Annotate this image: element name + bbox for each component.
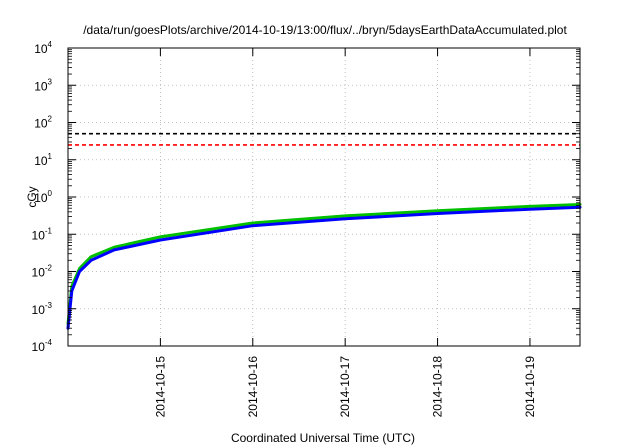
y-tick-exponent: 4 [48, 40, 53, 49]
y-tick-base: 10 [34, 79, 48, 93]
ticks [68, 47, 580, 347]
y-tick-label: 10-4 [32, 338, 53, 354]
y-tick-exponent: 0 [48, 189, 53, 198]
y-tick-base: 10 [34, 154, 48, 168]
x-tick-label: 2014-10-16 [246, 356, 260, 418]
y-tick-base: 10 [32, 228, 46, 242]
y-axis-label: cGy [25, 186, 39, 207]
y-tick-label: 102 [34, 115, 52, 131]
y-tick-label: 10-2 [32, 264, 53, 280]
y-tick-base: 10 [34, 42, 48, 56]
x-tick-labels: 2014-10-15 2014-10-16 2014-10-17 2014-10-18… [153, 356, 537, 418]
y-tick-exponent: -2 [45, 264, 53, 273]
y-tick-exponent: 2 [48, 115, 53, 124]
y-tick-base: 10 [32, 303, 46, 317]
y-tick-label: 100 [34, 189, 52, 205]
x-tick-label: 2014-10-17 [338, 356, 352, 418]
y-tick-exponent: 3 [48, 77, 53, 86]
y-tick-base: 10 [34, 191, 48, 205]
series-group [66, 203, 582, 330]
y-tick-base: 10 [34, 117, 48, 131]
x-axis-label: Coordinated Universal Time (UTC) [231, 431, 415, 445]
x-tick-label: 2014-10-15 [153, 356, 167, 418]
y-tick-exponent: 1 [48, 152, 53, 161]
x-tick-label: 2014-10-18 [431, 356, 445, 418]
series-line-1 [66, 203, 582, 326]
y-tick-base: 10 [32, 340, 46, 354]
x-tick-label: 2014-10-19 [523, 356, 537, 418]
y-tick-label: 10-1 [32, 226, 53, 242]
y-tick-exponent: -4 [45, 338, 53, 347]
grid [68, 48, 580, 346]
series-line-2 [66, 205, 582, 330]
y-tick-label: 101 [34, 152, 52, 168]
y-tick-base: 10 [32, 266, 46, 280]
y-tick-label: 10-3 [32, 301, 53, 317]
chart-title: /data/run/goesPlots/archive/2014-10-19/1… [83, 23, 567, 37]
y-tick-exponent: -3 [45, 301, 53, 310]
reference-lines [68, 132, 580, 146]
y-tick-label: 103 [34, 77, 52, 93]
y-tick-label: 104 [34, 40, 52, 56]
y-tick-exponent: -1 [45, 226, 53, 235]
